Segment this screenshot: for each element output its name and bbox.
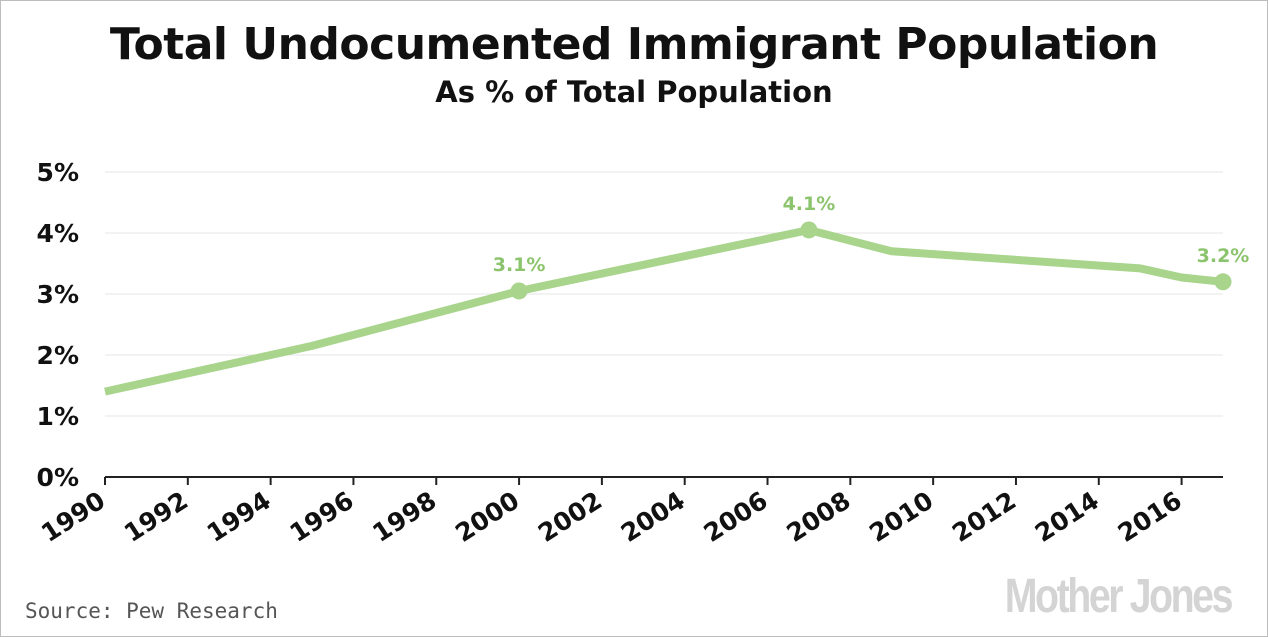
x-tick-label: 2002 <box>533 486 607 548</box>
x-tick-label: 2016 <box>1113 486 1187 548</box>
series-layer <box>104 221 1232 396</box>
x-tick-label: 1998 <box>367 486 441 548</box>
series-line <box>104 226 1224 396</box>
x-tick-label: 2000 <box>450 486 524 548</box>
data-point-marker <box>1214 273 1232 291</box>
source-note: Source: Pew Research <box>25 599 278 623</box>
data-label: 3.2% <box>1197 245 1250 267</box>
axes: 0% 1% 2% 3% 4% 5% 1990 1992 1994 1996 1998 2000 2002… <box>36 158 1223 548</box>
data-label: 3.1% <box>493 254 546 276</box>
data-point-marker <box>510 282 528 300</box>
x-tick-label: 2008 <box>781 486 855 548</box>
x-tick-label: 1990 <box>36 486 110 548</box>
chart-title: Total Undocumented Immigrant Population <box>109 19 1159 70</box>
data-label: 4.1% <box>783 193 836 215</box>
y-tick-label: 1% <box>37 402 79 431</box>
y-tick-label: 4% <box>37 219 79 248</box>
y-tick-label: 2% <box>37 341 79 370</box>
gridlines <box>105 171 1223 417</box>
x-tick-label: 1994 <box>202 486 276 548</box>
x-tick-label: 2004 <box>616 486 690 548</box>
x-tick-label: 1992 <box>119 486 193 548</box>
y-tick-label: 3% <box>37 280 79 309</box>
x-tick-label: 2010 <box>864 486 938 548</box>
x-tick-label: 2006 <box>699 486 773 548</box>
brand-logo: Mother Jones <box>1004 570 1234 623</box>
x-tick-label: 1996 <box>285 486 359 548</box>
x-tick-label: 2012 <box>947 486 1021 548</box>
y-tick-label: 0% <box>37 463 79 492</box>
y-tick-label: 5% <box>37 158 79 187</box>
data-point-marker <box>800 221 818 239</box>
x-tick-label: 2014 <box>1030 486 1104 548</box>
chart-subtitle: As % of Total Population <box>435 75 833 109</box>
labels: 3.1% 4.1% 3.2% <box>493 193 1250 276</box>
